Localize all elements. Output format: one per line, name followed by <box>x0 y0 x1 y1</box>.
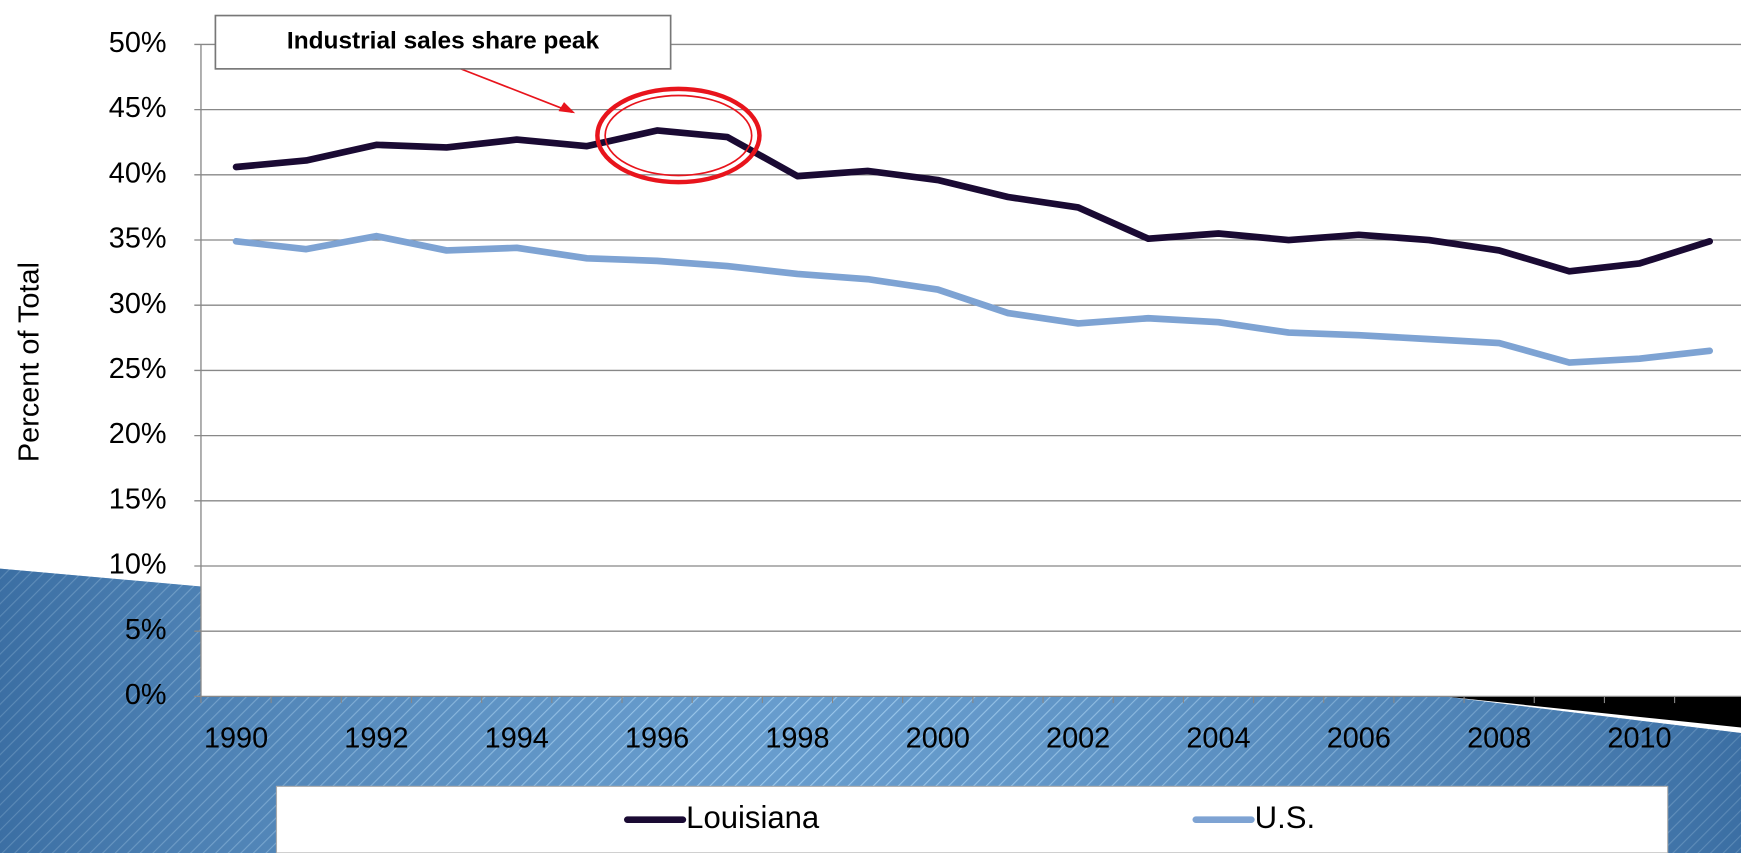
background-shade <box>0 568 1741 853</box>
annotation-arrow <box>460 68 573 113</box>
x-tick-label: 1992 <box>344 722 408 754</box>
highlight-ellipse <box>595 86 762 185</box>
series-line <box>232 127 1714 275</box>
legend-label: Louisiana <box>686 800 820 835</box>
y-tick-label: 15% <box>109 483 167 515</box>
y-axis-label: Percent of Total <box>14 262 46 462</box>
y-tick-label: 25% <box>109 353 167 385</box>
y-tick-label: 50% <box>109 27 167 59</box>
annotation-arrowhead <box>558 102 576 114</box>
annotation-box <box>214 14 672 70</box>
x-tick-label: 2000 <box>906 722 970 754</box>
y-tick-label: 40% <box>109 157 167 189</box>
legend: Louisiana U.S. <box>624 800 1315 835</box>
background-corner <box>1443 696 1741 728</box>
x-tick-label: 1990 <box>204 722 268 754</box>
y-tick-label: 35% <box>109 223 167 255</box>
legend-label: U.S. <box>1255 800 1315 835</box>
x-tick-label: 2004 <box>1186 722 1250 754</box>
lines <box>232 127 1714 366</box>
y-tick-label: 30% <box>109 288 167 320</box>
x-tick-label: 2008 <box>1467 722 1531 754</box>
highlight-ellipse-inner <box>604 94 753 177</box>
series-line <box>232 232 1714 366</box>
x-tick-label: 2002 <box>1046 722 1110 754</box>
y-tick-label: 0% <box>125 679 167 711</box>
y-tick-label: 45% <box>109 92 167 124</box>
x-tick-label: 1998 <box>765 722 829 754</box>
x-tick-label: 1994 <box>485 722 549 754</box>
annotation: Industrial sales share peak <box>287 28 600 55</box>
y-tick-label: 20% <box>109 418 167 450</box>
y-tick-label: 10% <box>109 549 167 581</box>
legend-box <box>275 785 1669 853</box>
grid: 0% 5% 10% 15% 20% 25% 30% 35% 40% 45% 50% 1990 1992 1… <box>109 27 1741 754</box>
y-tick-label: 5% <box>125 614 167 646</box>
x-tick-label: 1996 <box>625 722 689 754</box>
x-tick-label: 2010 <box>1607 722 1671 754</box>
x-tick-label: 2006 <box>1327 722 1391 754</box>
